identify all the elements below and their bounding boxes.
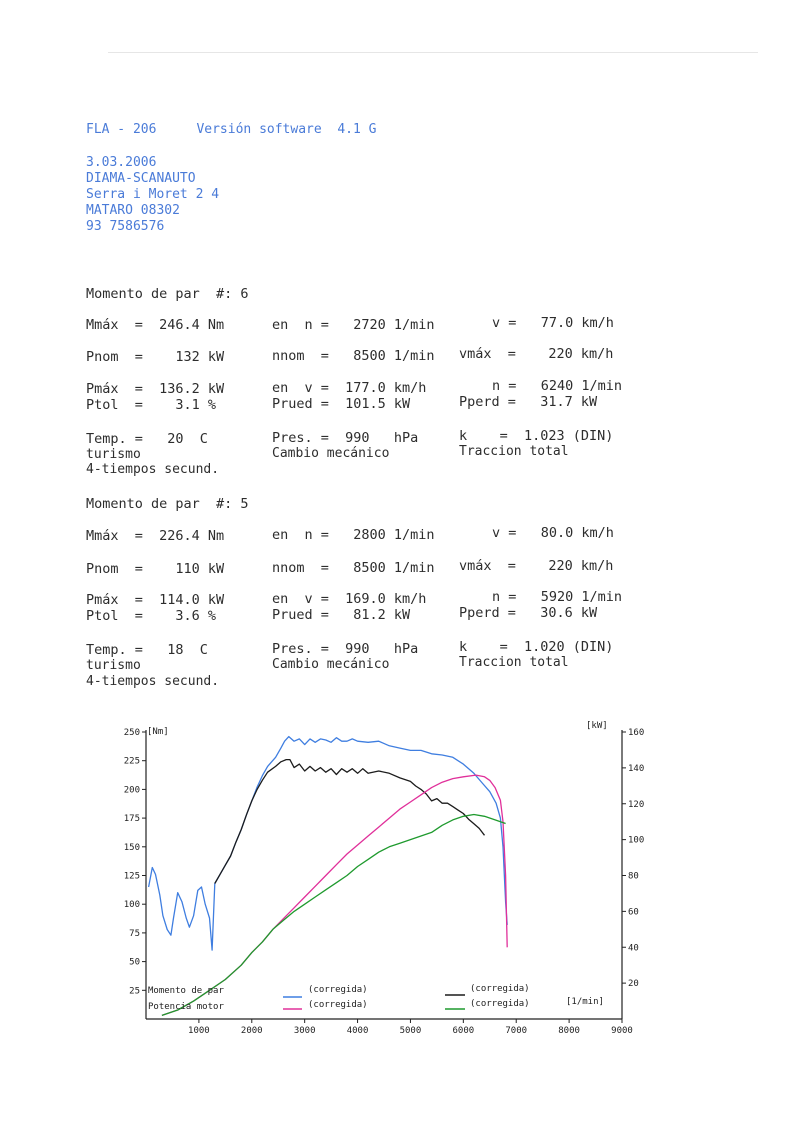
- power-max-speed: en v = 169.0 km/h: [272, 591, 427, 607]
- x-tick-label: 2000: [241, 1026, 263, 1036]
- pressure: Pres. = 990 hPa: [272, 641, 419, 657]
- engine-type: 4-tiempos secund.: [86, 462, 220, 477]
- power-max: Pmáx = 114.0 kW: [86, 592, 225, 608]
- chart-legend: Momento de par Potencia motor (corregida…: [148, 984, 530, 1012]
- vehicle-type: turismo: [86, 658, 141, 673]
- legend-corrected-blue: (corregida): [308, 985, 368, 995]
- torque-max-rpm: en n = 2800 1/min: [272, 527, 435, 543]
- y-left-tick-label: 25: [129, 986, 140, 996]
- x-tick-label: 7000: [505, 1026, 527, 1036]
- power-nominal: Pnom = 132 kW: [86, 349, 225, 365]
- legend-power-label: Potencia motor: [148, 1002, 224, 1012]
- device-line: FLA - 206 Versión software 4.1 G: [86, 122, 376, 138]
- legend-corrected-black: (corregida): [470, 984, 530, 994]
- torque-max-rpm: en n = 2720 1/min: [272, 317, 435, 333]
- rpm-nominal: nnom = 8500 1/min: [272, 560, 435, 576]
- rpm-nominal: nnom = 8500 1/min: [272, 348, 435, 364]
- x-tick-label: 1000: [188, 1026, 210, 1036]
- test-title: Momento de par #: 5: [86, 496, 249, 512]
- y-left-tick-label: 250: [124, 728, 140, 738]
- x-tick-label: 8000: [558, 1026, 580, 1036]
- x-unit: [1/min]: [566, 997, 604, 1007]
- chart-series: [147, 735, 508, 1017]
- power-max: Pmáx = 136.2 kW: [86, 381, 225, 397]
- y-right-tick-label: 40: [628, 943, 639, 953]
- date: 3.03.2006: [86, 155, 157, 170]
- wheel-power: Prued = 101.5 kW: [272, 396, 411, 412]
- y-right-tick-label: 80: [628, 872, 639, 882]
- company: DIAMA-SCANAUTO: [86, 171, 196, 186]
- y-left-tick-label: 200: [124, 785, 140, 795]
- speed-max: vmáx = 220 km/h: [459, 346, 614, 362]
- legend-corrected-pink: (corregida): [308, 1000, 368, 1010]
- y-right-tick-label: 20: [628, 979, 639, 989]
- x-tick-label: 4000: [347, 1026, 369, 1036]
- software-version: Versión software 4.1 G: [196, 122, 377, 137]
- engine-type: 4-tiempos secund.: [86, 674, 220, 689]
- chart-ticks: 25 50 75 100 125 150 175 200 225 250 20 40 60 80 100 12…: [124, 728, 645, 1036]
- address: Serra i Moret 2 4: [86, 187, 220, 202]
- gearbox: Cambio mecánico: [272, 657, 390, 672]
- y-right-tick-label: 120: [628, 800, 644, 810]
- y-left-tick-label: 175: [124, 814, 140, 824]
- power-max-speed: en v = 177.0 km/h: [272, 380, 427, 396]
- speed-max: vmáx = 220 km/h: [459, 558, 614, 574]
- y-right-tick-label: 60: [628, 907, 639, 917]
- legend-corrected-green: (corregida): [470, 999, 530, 1009]
- phone: 93 7586576: [86, 219, 165, 234]
- series-line: [214, 758, 486, 884]
- y-right-tick-label: 160: [628, 728, 644, 738]
- x-tick-label: 9000: [611, 1026, 633, 1036]
- page-top-rule: [108, 52, 758, 53]
- y-left-tick-label: 150: [124, 843, 140, 853]
- y-left-tick-label: 225: [124, 757, 140, 767]
- y-left-tick-label: 125: [124, 872, 140, 882]
- wheel-power: Prued = 81.2 kW: [272, 607, 411, 623]
- correction-factor: k = 1.020 (DIN): [459, 639, 614, 655]
- power-max-rpm: n = 6240 1/min: [492, 378, 623, 394]
- series-line: [147, 735, 508, 951]
- power-max-rpm: n = 5920 1/min: [492, 589, 623, 605]
- temperature: Temp. = 18 C: [86, 642, 208, 658]
- y-left-tick-label: 75: [129, 929, 140, 939]
- power-nominal: Pnom = 110 kW: [86, 561, 225, 577]
- device-name: FLA - 206: [86, 122, 157, 137]
- traction: Traccion total: [459, 444, 569, 459]
- legend-torque-label: Momento de par: [148, 986, 224, 996]
- traction: Traccion total: [459, 655, 569, 670]
- gearbox: Cambio mecánico: [272, 446, 390, 461]
- correction-factor: k = 1.023 (DIN): [459, 428, 614, 444]
- pressure: Pres. = 990 hPa: [272, 430, 419, 446]
- series-line: [161, 813, 506, 1017]
- x-tick-label: 3000: [294, 1026, 316, 1036]
- test-title: Momento de par #: 6: [86, 286, 249, 302]
- y-left-tick-label: 100: [124, 900, 140, 910]
- power-loss: Pperd = 30.6 kW: [459, 605, 598, 621]
- y-left-unit: [Nm]: [147, 727, 169, 737]
- y-right-tick-label: 100: [628, 836, 644, 846]
- power-tolerance: Ptol = 3.6 %: [86, 608, 217, 624]
- y-right-tick-label: 140: [628, 764, 644, 774]
- torque-max-speed: v = 80.0 km/h: [492, 525, 614, 541]
- power-loss: Pperd = 31.7 kW: [459, 394, 598, 410]
- torque-max: Mmáx = 226.4 Nm: [86, 528, 225, 544]
- city: MATARO 08302: [86, 203, 180, 218]
- torque-max: Mmáx = 246.4 Nm: [86, 317, 225, 333]
- dyno-chart: [Nm] [kW] [1/min] 2550751001251501752002…: [124, 721, 645, 1036]
- torque-max-speed: v = 77.0 km/h: [492, 315, 614, 331]
- x-tick-label: 5000: [400, 1026, 422, 1036]
- temperature: Temp. = 20 C: [86, 431, 208, 447]
- power-tolerance: Ptol = 3.1 %: [86, 397, 217, 413]
- chart-axes: [Nm] [kW] [1/min]: [145, 721, 623, 1020]
- x-tick-label: 6000: [452, 1026, 474, 1036]
- y-right-unit: [kW]: [586, 721, 608, 731]
- vehicle-type: turismo: [86, 447, 141, 462]
- y-left-tick-label: 50: [129, 958, 140, 968]
